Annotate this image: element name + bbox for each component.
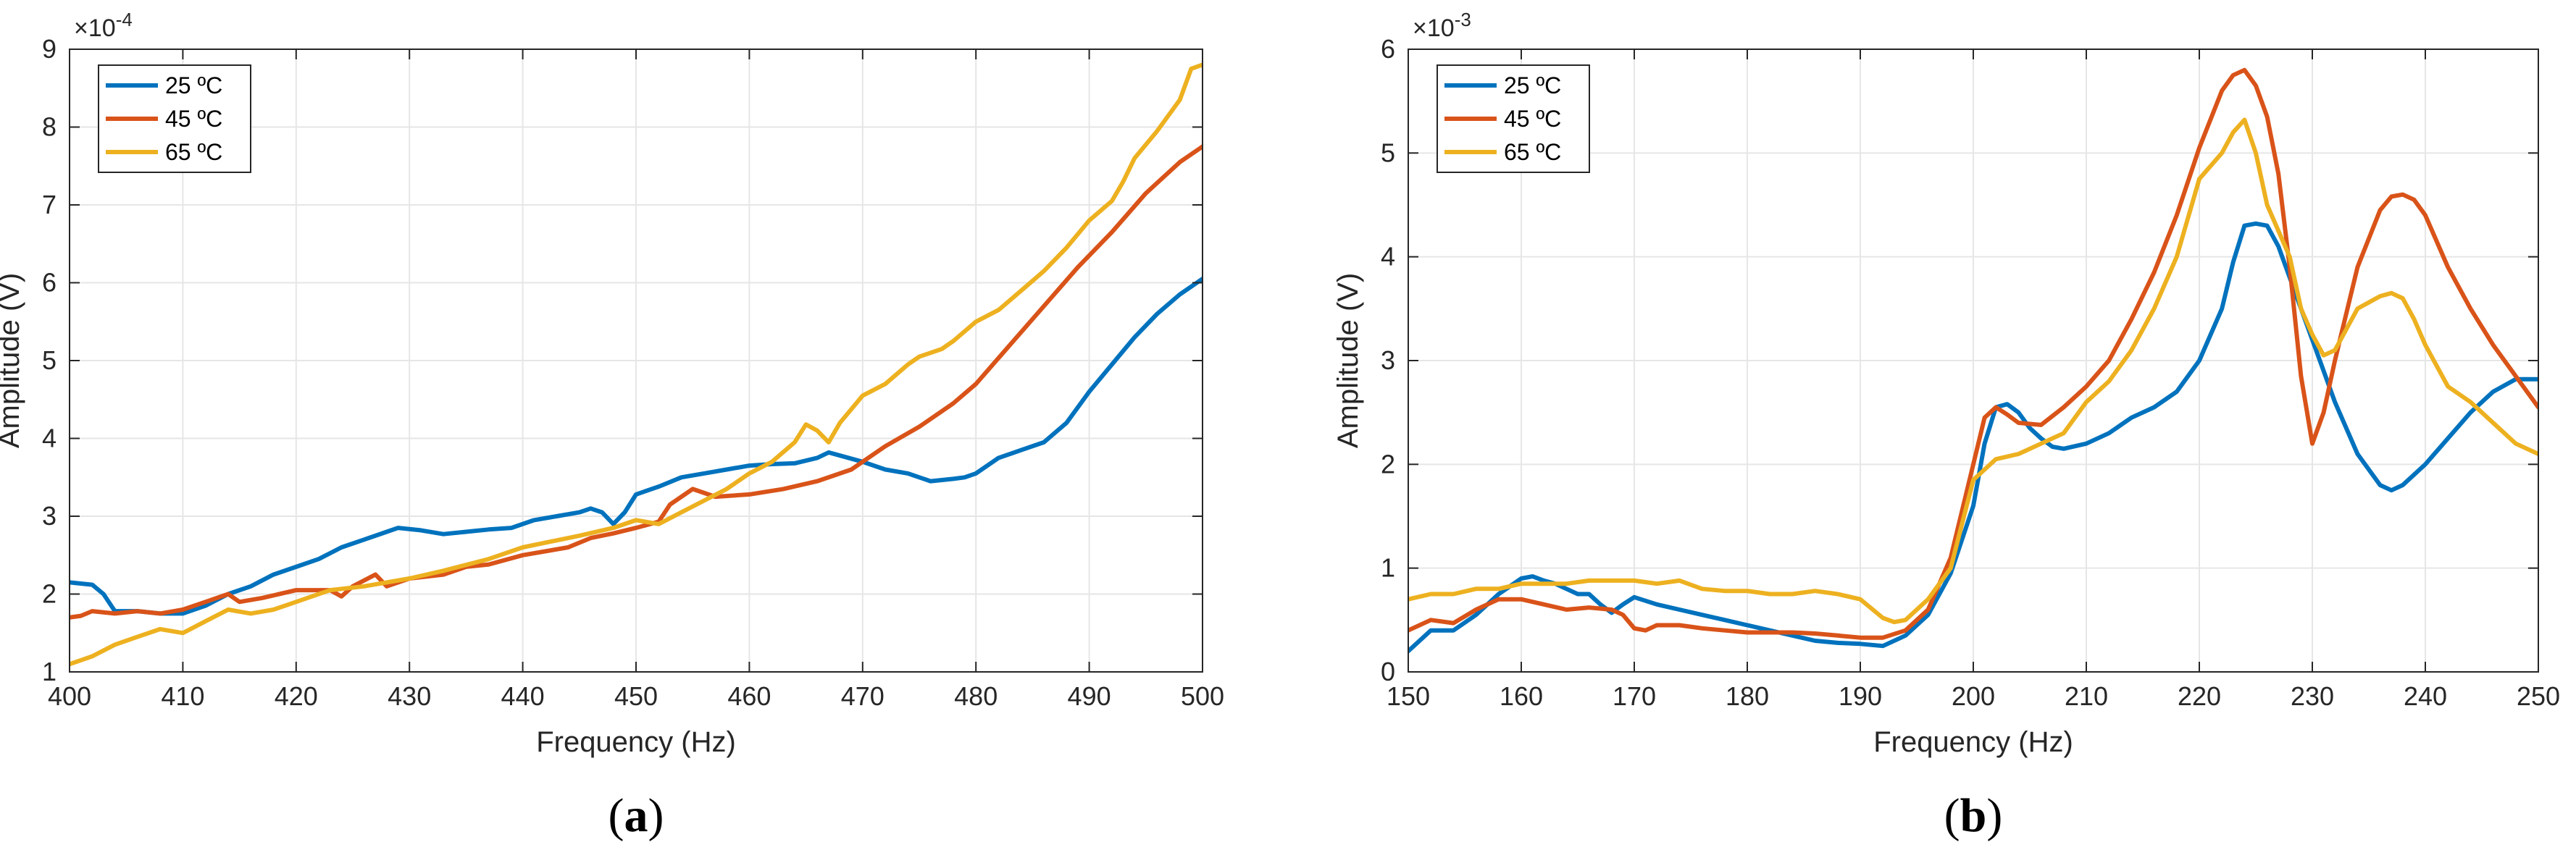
y-tick-label-a-1: 2 [42, 579, 57, 609]
y-exponent-label-b: ×10-3 [1413, 9, 1471, 42]
series-line-b-0 [1408, 221, 2538, 654]
legend-label-a-2: 65 ºC [165, 139, 222, 165]
x-tick-label-b-9: 240 [2404, 681, 2447, 711]
x-tick-labels-b: 150 160 170 180 190 200 210 220 230 240 250 [1387, 681, 2560, 711]
x-tick-label-b-10: 250 [2517, 681, 2560, 711]
legend-label-b-2: 65 ºC [1504, 139, 1561, 165]
x-tick-label-b-5: 200 [1952, 681, 1995, 711]
y-tick-label-b-0: 0 [1381, 657, 1395, 686]
x-tick-label-b-6: 210 [2065, 681, 2108, 711]
legend-label-a-0: 25 ºC [165, 72, 222, 98]
x-tick-label-b-7: 220 [2178, 681, 2221, 711]
y-tick-label-b-2: 2 [1381, 449, 1395, 479]
legend-label-b-1: 45 ºC [1504, 106, 1561, 132]
series-line-b-2 [1408, 117, 2538, 625]
x-tick-label-b-3: 180 [1726, 681, 1769, 711]
legend-a: 25 ºC 45 ºC 65 ºC [98, 64, 251, 173]
plot-area-b [1408, 67, 2538, 654]
y-axis-title-b: Amplitude (V) [1332, 273, 1364, 448]
panel-a: 400 410 420 430 440 450 460 470 480 490 500 1 2 3 4 5 6… [0, 9, 1224, 842]
x-tick-label-b-0: 150 [1387, 681, 1430, 711]
x-tick-label-a-0: 400 [48, 681, 91, 711]
x-axis-title-a: Frequency (Hz) [536, 726, 736, 758]
ticks-b [1408, 49, 2539, 673]
x-tick-label-a-7: 470 [841, 681, 885, 711]
panel-caption-b: (b) [1944, 789, 2003, 842]
legend-label-a-1: 45 ºC [165, 106, 222, 132]
series-line-a-2 [70, 62, 1203, 667]
y-tick-labels-b: 0 1 2 3 4 5 6 [1381, 34, 1395, 686]
x-tick-label-b-1: 160 [1500, 681, 1543, 711]
y-tick-label-a-6: 7 [42, 190, 57, 219]
plot-area-a [70, 62, 1203, 667]
series-line-b-1 [1408, 67, 2538, 640]
y-tick-label-a-2: 3 [42, 501, 57, 531]
panel-caption-a: (a) [609, 789, 664, 842]
x-tick-label-a-2: 420 [275, 681, 318, 711]
ticks-a [69, 49, 1203, 673]
x-tick-label-b-4: 190 [1839, 681, 1882, 711]
y-tick-label-a-3: 4 [42, 424, 57, 453]
y-tick-label-b-4: 4 [1381, 242, 1395, 272]
y-tick-label-a-7: 8 [42, 112, 57, 142]
y-tick-label-a-5: 6 [42, 268, 57, 298]
x-tick-label-a-9: 490 [1068, 681, 1111, 711]
x-tick-label-a-4: 440 [501, 681, 545, 711]
legend-label-b-0: 25 ºC [1504, 72, 1561, 98]
x-tick-labels-a: 400 410 420 430 440 450 460 470 480 490 500 [48, 681, 1224, 711]
x-tick-label-a-6: 460 [727, 681, 771, 711]
x-tick-label-a-1: 410 [161, 681, 204, 711]
x-tick-label-b-2: 170 [1613, 681, 1656, 711]
y-tick-labels-a: 1 2 3 4 5 6 7 8 9 [42, 34, 57, 686]
y-exponent-label-a: ×10-4 [74, 9, 133, 42]
y-tick-label-b-3: 3 [1381, 345, 1395, 375]
panel-b: 150 160 170 180 190 200 210 220 230 240 250 012345… [1332, 9, 2560, 842]
y-tick-label-b-6: 6 [1381, 34, 1395, 64]
legend-b: 25 ºC 45 ºC 65 ºC [1437, 64, 1590, 173]
series-line-a-1 [70, 144, 1203, 620]
x-tick-label-a-8: 480 [954, 681, 998, 711]
x-tick-label-b-8: 230 [2291, 681, 2334, 711]
y-tick-label-a-8: 9 [42, 34, 57, 64]
y-tick-label-b-5: 5 [1381, 138, 1395, 167]
y-tick-label-a-4: 5 [42, 345, 57, 375]
y-tick-label-b-1: 1 [1381, 553, 1395, 583]
x-tick-label-a-3: 430 [388, 681, 431, 711]
y-tick-label-a-0: 1 [42, 657, 57, 686]
x-tick-label-a-10: 500 [1181, 681, 1224, 711]
y-axis-title-a: Amplitude (V) [0, 273, 25, 448]
series-line-a-0 [70, 277, 1203, 616]
x-axis-title-b: Frequency (Hz) [1873, 726, 2073, 758]
x-tick-label-a-5: 450 [614, 681, 658, 711]
